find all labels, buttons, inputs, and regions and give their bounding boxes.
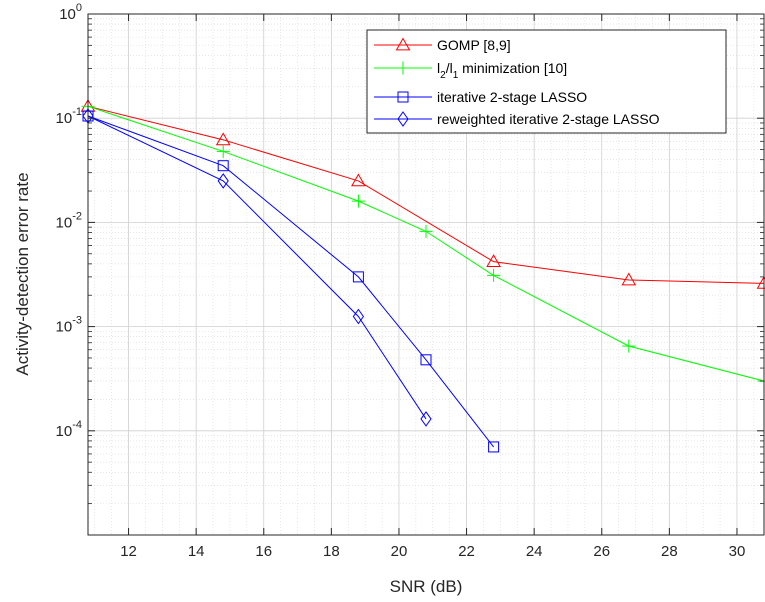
x-tick-label: 18 xyxy=(323,543,340,560)
series-0 xyxy=(80,98,765,289)
legend-box xyxy=(366,29,727,134)
data-point xyxy=(487,268,501,282)
legend: GOMP [8,9] l2/l1 minimization [10] itera… xyxy=(366,29,727,134)
data-point xyxy=(419,224,433,238)
x-tick-label: 26 xyxy=(593,543,610,560)
y-tick-label: 10-1 xyxy=(56,106,82,127)
x-tick-label: 16 xyxy=(255,543,272,560)
x-tick-label: 28 xyxy=(661,543,678,560)
legend-sample-marker xyxy=(397,91,409,103)
data-point xyxy=(420,354,432,366)
data-point xyxy=(351,173,366,187)
series-line-3 xyxy=(87,115,427,420)
data-point xyxy=(352,308,365,325)
legend-label-gomp: GOMP [8,9] xyxy=(437,37,511,53)
x-tick-label: 12 xyxy=(120,543,137,560)
legend-sample-marker xyxy=(396,61,410,75)
data-point xyxy=(622,339,636,353)
legend-label-reweighted-lasso: reweighted iterative 2-stage LASSO xyxy=(437,111,660,127)
x-axis-label: SNR (dB) xyxy=(390,577,463,596)
series-line-0 xyxy=(87,105,765,284)
series-3 xyxy=(82,108,432,427)
x-tick-labels: 12 14 16 18 20 22 24 26 28 30 xyxy=(120,543,745,560)
x-tick-label: 22 xyxy=(458,543,475,560)
y-tick-label: 100 xyxy=(59,2,82,23)
data-point xyxy=(420,411,432,427)
ticks-layer xyxy=(88,13,764,536)
data-point xyxy=(352,271,364,283)
y-tick-labels: 100 10-1 10-2 10-3 10-4 xyxy=(56,2,82,440)
series-layer xyxy=(80,98,765,453)
data-point xyxy=(488,441,500,453)
data-point xyxy=(351,194,365,208)
legend-sample-marker xyxy=(395,37,411,51)
data-point xyxy=(486,254,501,268)
y-axis-label: Activity-detection error rate xyxy=(13,172,32,375)
x-tick-label: 14 xyxy=(188,543,205,560)
data-point xyxy=(215,132,231,146)
axes-box xyxy=(87,13,765,536)
series-line-2 xyxy=(87,115,494,448)
x-tick-label: 20 xyxy=(391,543,408,560)
legend-sample-marker xyxy=(397,111,409,127)
y-tick-label: 10-3 xyxy=(56,315,82,336)
x-tick-label: 30 xyxy=(729,543,746,560)
x-tick-label: 24 xyxy=(526,543,543,560)
data-point xyxy=(217,173,229,189)
data-point xyxy=(621,272,637,286)
y-tick-label: 10-4 xyxy=(56,419,82,440)
data-point xyxy=(217,160,229,172)
y-tick-label: 10-2 xyxy=(56,210,82,231)
data-point xyxy=(216,144,230,158)
legend-label-l2l1: l2/l1 minimization [10] xyxy=(437,60,567,81)
legend-label-iterative-lasso: iterative 2-stage LASSO xyxy=(437,89,587,105)
